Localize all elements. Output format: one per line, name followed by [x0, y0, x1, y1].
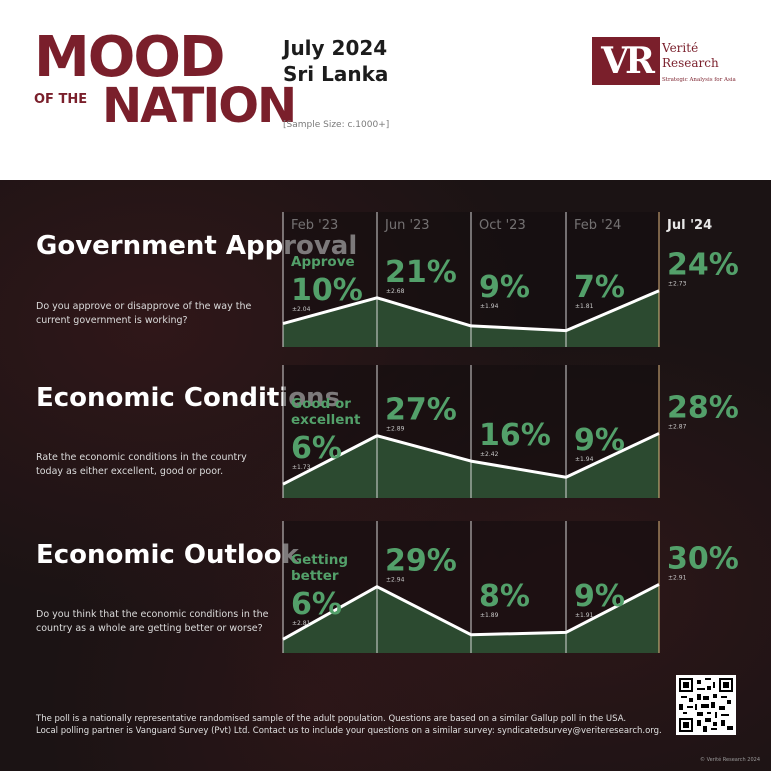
series-line [282, 289, 660, 333]
margin-of-error-label: ±1.94 [575, 456, 594, 463]
qr-code-icon[interactable] [676, 675, 736, 735]
data-label: 30% [667, 541, 739, 576]
margin-of-error-label: ±2.94 [386, 577, 405, 584]
data-label: 8% [479, 579, 530, 614]
report-date: July 2024 [283, 36, 388, 60]
data-label: 9% [479, 270, 530, 305]
margin-of-error-label: ±1.89 [480, 612, 499, 619]
series-line [282, 432, 660, 486]
data-label: 16% [479, 418, 551, 453]
data-label: 28% [667, 390, 739, 425]
series-line [282, 583, 660, 641]
margin-of-error-label: ±2.04 [292, 306, 311, 313]
section-title-economic-outlook: Economic Outlook [36, 540, 299, 570]
series-label: excellent [291, 412, 361, 428]
margin-of-error-label: ±2.68 [386, 288, 405, 295]
margin-of-error-label: ±1.73 [292, 464, 311, 471]
brand-tagline: Strategic Analysis for Asia [662, 77, 736, 83]
data-label: 9% [574, 423, 625, 458]
data-label: 6% [291, 587, 342, 622]
margin-of-error-label: ±1.81 [575, 303, 594, 310]
data-label: 24% [667, 248, 739, 283]
brand-name-line2: Research [662, 56, 719, 70]
margin-of-error-label: ±1.94 [480, 303, 499, 310]
margin-of-error-label: ±2.87 [668, 423, 687, 430]
data-label: 27% [385, 393, 457, 428]
logo-of-the-text: OF THE [34, 92, 88, 107]
series-label: better [291, 568, 339, 584]
header: MOOD OF THE NATION July 2024 Sri Lanka [… [0, 0, 771, 180]
margin-of-error-label: ±2.73 [668, 281, 687, 288]
margin-of-error-label: ±2.91 [668, 574, 687, 581]
logo-mood-text: MOOD [34, 25, 225, 90]
margin-of-error-label: ±2.81 [292, 620, 311, 627]
month-label: Jul '24 [666, 218, 712, 233]
margin-of-error-label: ±1.91 [575, 612, 594, 619]
question-economic-conditions: Rate the economic conditions in the coun… [36, 452, 247, 477]
sample-size-note: [Sample Size: c.1000+] [283, 120, 390, 130]
report-country: Sri Lanka [283, 62, 389, 86]
footer-methodology: The poll is a nationally representative … [36, 714, 627, 724]
data-label: 29% [385, 544, 457, 579]
series-label: Approve [291, 254, 355, 270]
margin-of-error-label: ±2.89 [386, 426, 405, 433]
mood-of-the-nation-logo: MOOD OF THE NATION [34, 25, 297, 135]
data-label: 9% [574, 579, 625, 614]
logo-nation-text: NATION [102, 78, 297, 134]
question-government-approval: Do you approve or disapprove of the way … [36, 301, 252, 326]
copyright-note: © Verité Research 2024 [700, 757, 761, 763]
data-label: 10% [291, 273, 363, 308]
brand-name-line1: Verité [662, 41, 699, 55]
footer-contact: Local polling partner is Vanguard Survey… [36, 726, 662, 736]
qr-pattern [679, 678, 733, 732]
series-label: Good or [291, 396, 351, 412]
vr-mark-icon: VR [592, 37, 660, 85]
series-label: Getting [291, 552, 348, 568]
data-label: 7% [574, 270, 625, 305]
data-label: 21% [385, 255, 457, 290]
margin-of-error-label: ±2.42 [480, 451, 499, 458]
data-label: 6% [291, 431, 342, 466]
verite-research-logo: VR Verité Research Strategic Analysis fo… [592, 37, 742, 93]
question-economic-outlook: Do you think that the economic condition… [36, 609, 269, 634]
